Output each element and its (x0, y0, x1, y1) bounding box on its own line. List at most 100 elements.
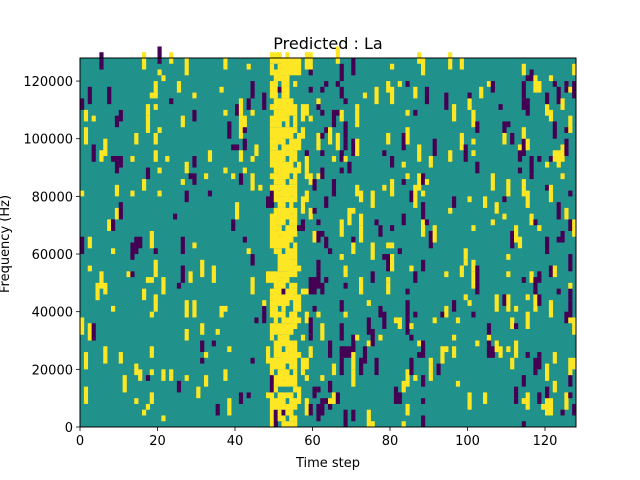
heatmap-cell (479, 86, 484, 99)
heatmap-cell (277, 311, 282, 318)
heatmap-cell (560, 144, 565, 162)
heatmap-cell (184, 300, 189, 318)
heatmap-cell (273, 86, 278, 99)
heatmap-cell (386, 254, 391, 272)
heatmap-cell (320, 398, 325, 416)
heatmap-cell (281, 92, 286, 99)
heatmap-cell (297, 317, 302, 324)
heatmap-cell (514, 398, 519, 404)
heatmap-cell (219, 305, 224, 318)
heatmap-cell (486, 323, 492, 335)
heatmap-cell (545, 161, 550, 168)
heatmap-cell (467, 98, 472, 110)
heatmap-cell (238, 121, 244, 139)
heatmap-cell (118, 109, 123, 122)
heatmap-cell (545, 386, 550, 399)
heatmap-cell (467, 196, 472, 203)
heatmap-cell (355, 104, 360, 110)
heatmap-cell (343, 156, 348, 162)
heatmap-cell (548, 184, 554, 203)
heatmap-cell (316, 132, 321, 151)
heatmap-cell (409, 334, 414, 341)
heatmap-cell (370, 328, 375, 347)
heatmap-cell (281, 288, 286, 295)
heatmap-cell (293, 167, 298, 180)
heatmap-cell (138, 369, 143, 381)
heatmap-cell (475, 265, 480, 283)
heatmap-cell (285, 323, 290, 335)
heatmap-cell (316, 219, 321, 226)
heatmap-cell (269, 81, 275, 99)
x-tick-label: 120 (533, 434, 558, 449)
heatmap-cell (359, 213, 364, 226)
heatmap-cell (293, 415, 298, 422)
heatmap-cell (246, 98, 251, 110)
heatmap-cell (273, 248, 278, 255)
heatmap-cell (149, 230, 154, 249)
heatmap-cell (269, 294, 275, 301)
heatmap-cell (421, 219, 426, 237)
heatmap-cell (103, 282, 108, 295)
heatmap-cell (289, 352, 294, 370)
heatmap-cell (525, 138, 530, 151)
heatmap-cell (165, 156, 170, 162)
heatmap-cell (149, 277, 154, 283)
heatmap-cell (188, 271, 193, 283)
heatmap-cell (273, 305, 278, 324)
heatmap-cell (413, 196, 418, 208)
heatmap-cell (277, 63, 282, 82)
heatmap-cell (459, 265, 464, 278)
heatmap-cell (273, 271, 278, 289)
heatmap-cell (281, 132, 286, 139)
heatmap-cell (421, 202, 426, 220)
heatmap-cell (335, 392, 340, 404)
heatmap-cell (254, 144, 259, 157)
heatmap-cell (269, 230, 275, 249)
heatmap-cell (308, 207, 313, 220)
heatmap-cell (293, 282, 298, 289)
heatmap-cell (87, 265, 92, 272)
heatmap-cell (494, 294, 499, 312)
heatmap-cell (537, 352, 542, 358)
heatmap-cell (409, 265, 414, 272)
heatmap-cell (568, 300, 573, 318)
heatmap-cell (273, 409, 278, 427)
heatmap-cell (114, 156, 120, 174)
heatmap-cell (452, 104, 457, 122)
heatmap-cell (169, 369, 174, 376)
heatmap-cell (525, 98, 530, 116)
heatmap-cell (277, 323, 282, 329)
heatmap-cell (351, 352, 356, 370)
heatmap-cell (192, 173, 197, 185)
heatmap-cell (417, 144, 422, 162)
y-tick-label: 40000 (32, 306, 73, 321)
heatmap-cell (537, 81, 542, 93)
heatmap-cell (331, 156, 337, 162)
heatmap-cell (529, 271, 534, 283)
heatmap-cell (273, 386, 278, 393)
heatmap-cell (572, 63, 577, 76)
x-tick-label: 100 (455, 434, 480, 449)
heatmap-cell (432, 138, 437, 157)
heatmap-cell (560, 409, 565, 416)
heatmap-cell (440, 346, 445, 364)
heatmap-cell (80, 98, 85, 110)
heatmap-cell (281, 380, 286, 387)
heatmap-cell (421, 259, 426, 272)
heatmap-cell (537, 156, 542, 162)
heatmap-cell (568, 219, 573, 231)
heatmap-cell (328, 248, 333, 255)
heatmap-cell (277, 294, 282, 306)
heatmap-cell (397, 317, 402, 329)
heatmap-cell (382, 150, 387, 157)
heatmap-cell (366, 317, 371, 335)
heatmap-cell (281, 323, 286, 335)
heatmap-cell (273, 127, 278, 145)
x-tick-label: 40 (227, 434, 244, 449)
heatmap-cell (502, 132, 507, 145)
heatmap-cell (471, 138, 476, 145)
heatmap-cell (304, 190, 309, 203)
heatmap-cell (211, 265, 216, 283)
heatmap-cell (99, 271, 104, 289)
heatmap-cell (273, 81, 278, 87)
